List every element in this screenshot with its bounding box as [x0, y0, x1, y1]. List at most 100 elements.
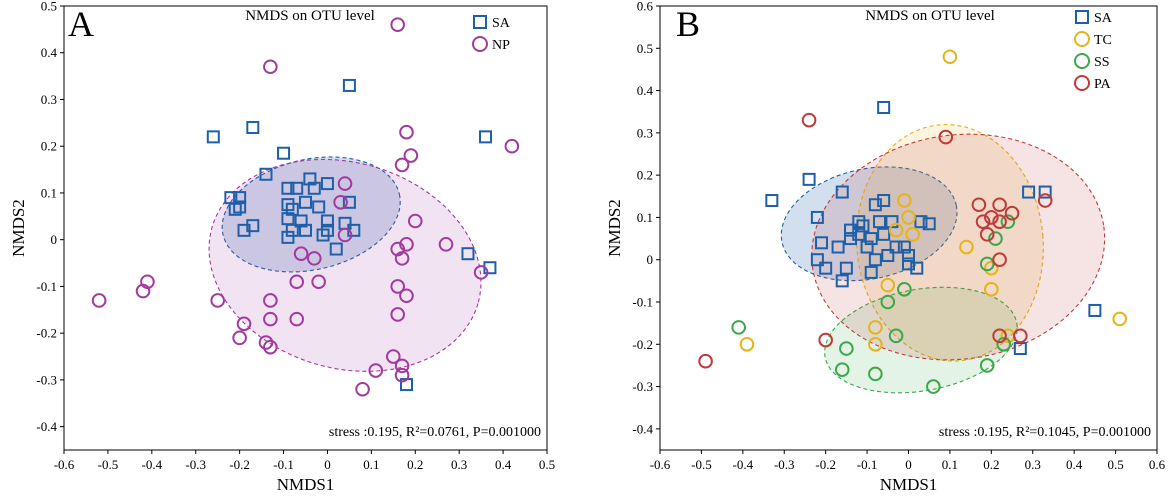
point-sa: [844, 223, 858, 237]
point-sa: [303, 172, 317, 186]
point-np: [263, 311, 278, 327]
point-sa: [299, 195, 312, 209]
y-tick-label: 0.4: [41, 45, 58, 60]
point-ss: [988, 231, 1003, 246]
legend-label-pa: PA: [1094, 77, 1112, 92]
point-sa: [299, 223, 312, 237]
legend-label-sa: SA: [1094, 11, 1113, 26]
point-sa: [1088, 303, 1102, 317]
point-sa: [479, 130, 493, 144]
point-sa: [342, 78, 356, 92]
point-tc: [1112, 311, 1128, 327]
point-tc: [880, 277, 896, 293]
point-np: [258, 335, 274, 350]
y-tick-label: -0.1: [632, 295, 653, 310]
plot-frame: [63, 5, 548, 451]
point-ss: [897, 282, 912, 297]
x-tick-label: 0.4: [495, 457, 512, 472]
y-axis-label: NMDS2: [9, 199, 28, 257]
point-ss: [880, 294, 896, 310]
x-tick-label: 0: [324, 457, 331, 472]
chart-title: NMDS on OTU level: [865, 8, 995, 24]
x-tick-label: -0.6: [650, 457, 671, 472]
point-sa: [922, 217, 936, 231]
point-sa: [259, 167, 273, 181]
point-sa: [206, 130, 220, 144]
point-pa: [698, 353, 713, 369]
legend-label-ss: SS: [1094, 55, 1110, 70]
confidence-ellipse-pa: [811, 133, 1106, 361]
y-tick-label: -0.4: [632, 421, 653, 436]
point-sa: [802, 172, 816, 186]
point-pa: [1037, 193, 1053, 208]
legend-marker-sa: [1075, 10, 1089, 24]
point-sa: [285, 223, 299, 237]
x-tick-label: -0.5: [691, 457, 712, 472]
y-tick-label: 0.4: [637, 83, 654, 98]
point-sa: [835, 274, 849, 288]
point-np: [390, 279, 406, 294]
point-sa: [320, 177, 334, 191]
point-pa: [992, 328, 1007, 344]
point-np: [337, 227, 353, 243]
y-tick-label: 0.2: [41, 139, 57, 154]
legend-marker-pa: [1074, 75, 1090, 91]
point-sa: [810, 253, 824, 267]
x-tick-label: 0.1: [942, 457, 958, 472]
point-sa: [860, 240, 874, 254]
point-np: [289, 311, 305, 327]
y-tick-label: 0: [647, 252, 654, 267]
y-tick-label: -0.3: [632, 379, 653, 394]
point-sa: [461, 247, 475, 261]
point-np: [333, 194, 348, 210]
x-tick-label: -0.1: [273, 457, 294, 472]
point-sa: [316, 228, 330, 242]
point-pa: [992, 252, 1007, 268]
point-np: [390, 17, 406, 32]
point-np: [311, 274, 326, 290]
confidence-ellipse-tc: [855, 124, 1044, 362]
point-np: [386, 349, 401, 364]
point-pa: [992, 197, 1007, 213]
x-tick-label: -0.3: [185, 457, 206, 472]
x-tick-label: -0.2: [815, 457, 836, 472]
point-sa: [246, 121, 260, 135]
panel-letter: A: [68, 4, 94, 44]
x-tick-label: 0.1: [363, 457, 379, 472]
point-np: [293, 246, 309, 262]
point-np: [236, 316, 252, 332]
point-sa: [881, 248, 895, 262]
point-sa: [835, 185, 849, 199]
point-ss: [834, 362, 850, 377]
point-sa: [1022, 185, 1036, 199]
y-axis-label: NMDS2: [605, 199, 624, 257]
stats-annotation: stress :0.195, R²=0.1045, P=0.001000: [939, 425, 1151, 440]
point-sa: [868, 253, 882, 267]
point-pa: [1004, 205, 1020, 221]
x-tick-label: 0.5: [1107, 457, 1123, 472]
x-tick-label: 0: [905, 457, 912, 472]
point-tc: [739, 336, 755, 352]
point-tc: [868, 320, 883, 335]
y-tick-label: 0.2: [637, 168, 653, 183]
point-tc: [984, 260, 999, 276]
point-pa: [938, 129, 954, 145]
y-tick-label: 0.1: [637, 210, 653, 225]
point-sa: [294, 214, 308, 228]
x-axis-label: NMDS1: [277, 475, 335, 494]
point-pa: [984, 210, 999, 225]
point-sa: [307, 181, 321, 195]
point-sa: [844, 232, 858, 246]
point-ss: [868, 366, 883, 382]
y-tick-label: -0.3: [36, 372, 57, 387]
point-np: [399, 288, 414, 304]
x-tick-label: 0.2: [983, 457, 999, 472]
point-np: [289, 274, 305, 290]
point-ss: [888, 328, 904, 344]
y-tick-label: 0.5: [41, 0, 57, 14]
x-tick-label: 0.5: [539, 457, 555, 472]
point-sa: [877, 194, 891, 208]
point-pa: [1013, 328, 1028, 344]
point-sa: [290, 181, 304, 195]
